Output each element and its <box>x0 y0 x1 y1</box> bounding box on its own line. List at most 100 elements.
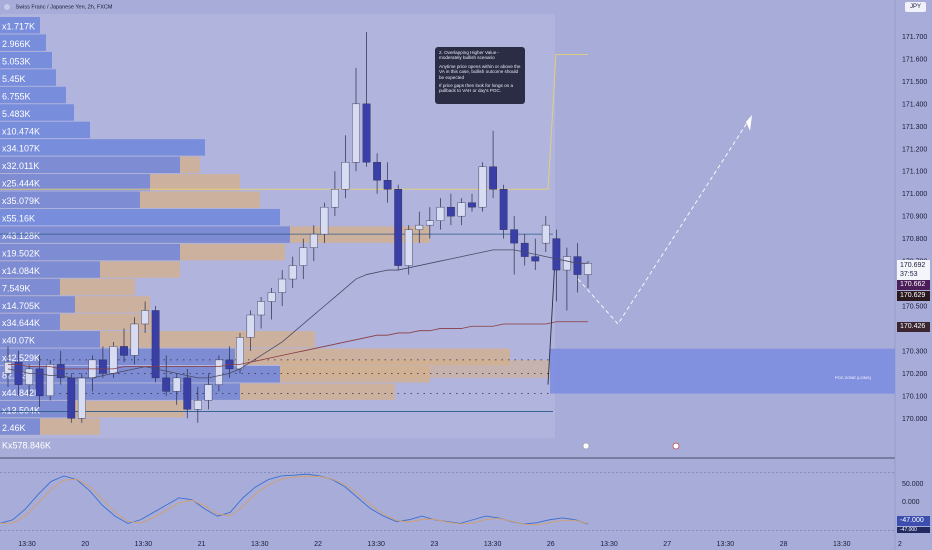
projection-path <box>577 114 753 325</box>
price-tick-label: 170.300 <box>902 348 927 355</box>
candle-body <box>352 103 360 163</box>
candle-body <box>436 206 445 221</box>
profile-bar-blue <box>0 174 150 191</box>
callout-body-2: If price gaps then look for longs on a p… <box>439 83 514 94</box>
candle-body <box>341 162 350 190</box>
candle-body <box>77 377 86 419</box>
symbol-icon <box>4 4 10 10</box>
profile-volume-label: x13.504K <box>2 405 40 415</box>
time-tick-label: 13:30 <box>135 541 153 548</box>
candle-body <box>257 301 265 316</box>
price-axis: 171.700 171.600 171.500 171.400 171.300 171.2… <box>902 34 927 524</box>
profile-volume-label: x42.529K <box>2 353 40 363</box>
candle-body <box>4 361 12 374</box>
callout-body-1: Anytime price opens within or above the … <box>439 63 521 80</box>
profile-volume-label: 2.46K <box>2 423 26 433</box>
value-area-high-step <box>0 53 588 190</box>
candle-body <box>320 206 329 235</box>
time-tick-label: 13:30 <box>367 541 385 548</box>
profile-bar-blue <box>0 296 75 313</box>
last-price-tag: 170.692 37:53 <box>897 260 930 280</box>
profile-bar-blue <box>0 121 90 139</box>
candle-body <box>288 265 297 280</box>
candle-body <box>489 166 497 190</box>
callout-title: 2. Overlapping Higher Value - moderately… <box>439 50 500 61</box>
price-tag-purple: 170.662 <box>897 280 930 290</box>
profile-volume-label: x19.502K <box>2 248 40 258</box>
candle-body <box>531 256 540 262</box>
price-tick-label: 171.100 <box>902 169 927 176</box>
profile-volume-label: 7.549K <box>2 283 31 293</box>
candle-body <box>404 229 413 266</box>
moving-average-line <box>7 249 588 379</box>
profile-volume-label: x14.705K <box>2 301 40 311</box>
time-tick-label: 26 <box>547 541 555 548</box>
profile-bar-blue <box>0 17 40 34</box>
price-tick-label: 171.600 <box>902 56 927 63</box>
price-tag-dark: 170.629 <box>897 291 930 301</box>
time-tick-label: 13:30 <box>251 541 269 548</box>
profile-bar-blue <box>0 191 140 208</box>
price-tick-label: 171.400 <box>902 101 927 108</box>
price-tick-label: 170.500 <box>902 304 927 311</box>
price-tick-label: 171.000 <box>902 191 927 198</box>
candle-body <box>67 377 76 419</box>
candle-body <box>478 166 487 208</box>
time-tick-label: 27 <box>663 541 671 548</box>
profile-volume-label: Kx578.846K <box>2 440 51 450</box>
candle-body <box>331 188 339 208</box>
candle-body <box>520 242 529 257</box>
osc-tick-label: 50.000 <box>902 481 924 488</box>
profile-bar-blue <box>0 278 60 296</box>
oscillator-line <box>0 473 589 525</box>
candle-body <box>510 229 519 244</box>
time-tick-label: 13:30 <box>717 541 735 548</box>
candle-body <box>415 224 424 230</box>
profile-volume-label: 2.966K <box>2 39 31 49</box>
currency-badge[interactable]: JPY <box>904 2 926 12</box>
candle-body <box>394 188 403 266</box>
profile-bar-blue <box>0 400 75 418</box>
profile-bar-blue <box>0 208 280 226</box>
profile-volume-label: x35.079K <box>2 196 40 206</box>
profile-volume-label: x55.16K <box>2 214 35 224</box>
annotation-callout[interactable]: 2. Overlapping Higher Value - moderately… <box>435 47 525 104</box>
candle-body <box>204 384 213 401</box>
symbol-header: Swiss Franc / Japanese Yen, 2h, FXCM <box>0 0 895 14</box>
candle-body <box>183 377 192 410</box>
price-tick-label: 171.200 <box>902 146 927 153</box>
profile-volume-label: 5.483K <box>2 109 31 119</box>
candle-body <box>246 314 255 338</box>
profile-bar-blue <box>0 104 74 121</box>
event-marker <box>582 442 590 450</box>
candle-body <box>151 310 160 379</box>
price-tick-label: 171.300 <box>902 124 927 131</box>
profile-volume-label: x32.011K <box>2 161 39 171</box>
candle-body <box>541 224 550 244</box>
price-tick-label: 170.900 <box>902 214 927 221</box>
candle-body <box>120 346 128 356</box>
candle-body <box>584 263 592 275</box>
candle-body <box>99 359 107 374</box>
profile-volume-label: 5.053K <box>2 56 31 66</box>
symbol-title: Swiss Franc / Japanese Yen, 2h, FXCM <box>15 4 113 11</box>
candle-body <box>193 400 202 410</box>
profile-volume-label: x43.128K <box>2 231 40 241</box>
price-tag-ma: 170.426 <box>897 322 930 332</box>
candle-body <box>362 103 371 163</box>
time-tick-label: 23 <box>431 541 439 548</box>
projection-arrowhead <box>746 115 752 131</box>
candle-body <box>109 346 118 374</box>
candle-body <box>499 188 508 230</box>
poc-zone-label: POC ZONE (LONG) <box>835 375 872 380</box>
osc-value-tag: -47.000 <box>897 516 930 526</box>
time-tick-label: 13:30 <box>18 541 36 548</box>
profile-volume-label: x25.444K <box>2 179 40 189</box>
profile-bar-blue <box>0 156 180 174</box>
event-marker-alert <box>672 442 680 450</box>
candle-body <box>309 233 318 248</box>
candle-body <box>457 202 466 217</box>
poc-zone-box <box>550 348 895 394</box>
profile-volume-label: 6.755K <box>2 91 31 101</box>
